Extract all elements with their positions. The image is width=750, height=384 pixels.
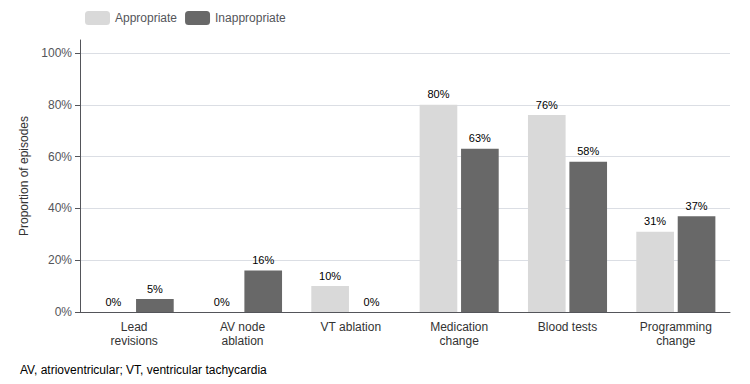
svg-text:16%: 16% (252, 254, 274, 266)
svg-text:37%: 37% (686, 200, 708, 212)
svg-text:revisions: revisions (110, 334, 157, 348)
svg-text:AV, atrioventricular; VT, vent: AV, atrioventricular; VT, ventricular ta… (20, 363, 267, 377)
svg-text:change: change (656, 334, 696, 348)
svg-text:Inappropriate: Inappropriate (215, 11, 286, 25)
svg-text:Appropriate: Appropriate (115, 11, 177, 25)
svg-text:0%: 0% (214, 296, 230, 308)
svg-text:0%: 0% (55, 305, 73, 319)
svg-text:80%: 80% (48, 98, 72, 112)
svg-text:AV node: AV node (220, 320, 265, 334)
svg-text:Medication: Medication (430, 320, 488, 334)
svg-text:31%: 31% (644, 215, 666, 227)
svg-text:Blood tests: Blood tests (538, 320, 597, 334)
svg-text:5%: 5% (147, 283, 163, 295)
svg-text:0%: 0% (364, 296, 380, 308)
svg-text:Proportion of episodes: Proportion of episodes (17, 116, 31, 236)
svg-text:change: change (439, 334, 479, 348)
svg-text:VT ablation: VT ablation (321, 320, 382, 334)
svg-text:0%: 0% (106, 296, 122, 308)
svg-text:100%: 100% (41, 46, 72, 60)
svg-text:20%: 20% (48, 253, 72, 267)
svg-text:10%: 10% (319, 270, 341, 282)
svg-text:40%: 40% (48, 201, 72, 215)
svg-text:63%: 63% (469, 132, 491, 144)
svg-text:Lead: Lead (121, 320, 148, 334)
svg-text:58%: 58% (577, 145, 599, 157)
svg-text:60%: 60% (48, 150, 72, 164)
svg-text:ablation: ablation (221, 334, 263, 348)
svg-text:80%: 80% (427, 88, 449, 100)
svg-text:Programming: Programming (640, 320, 712, 334)
svg-text:76%: 76% (536, 99, 558, 111)
